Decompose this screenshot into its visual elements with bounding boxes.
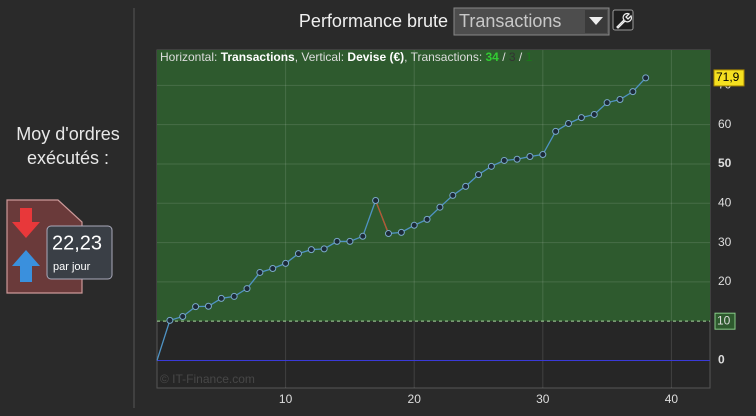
threshold-label-box: [714, 312, 736, 330]
x-tick-label: 20: [408, 392, 422, 406]
trade-marker: [397, 228, 405, 236]
orders-value: 22,23: [52, 232, 102, 254]
trade-marker: [436, 203, 444, 211]
trade-marker: [166, 316, 174, 324]
trade-marker: [565, 119, 573, 127]
threshold-label: 10: [717, 313, 731, 327]
profit-zone: [157, 50, 710, 322]
trade-marker: [269, 265, 277, 273]
x-tick-label: 30: [536, 392, 550, 406]
settings-button[interactable]: [612, 9, 634, 31]
trade-marker: [526, 153, 534, 161]
trade-marker: [282, 259, 290, 267]
y-tick-label: 40: [718, 195, 732, 209]
trade-marker: [307, 246, 315, 254]
last-value-box: [713, 69, 745, 87]
watermark: © IT-Finance.com: [160, 372, 255, 386]
trade-marker: [629, 88, 637, 96]
y-tick-label: 0: [718, 353, 725, 367]
info-h-label: Horizontal:: [160, 50, 221, 64]
trade-marker: [243, 285, 251, 293]
trade-marker: [359, 232, 367, 240]
trade-marker: [410, 221, 418, 229]
header-title: Performance brute: [299, 11, 448, 31]
orders-unit: par jour: [53, 261, 91, 273]
last-value-label: 71,9: [716, 70, 740, 84]
trade-marker: [256, 268, 264, 276]
wrench-icon: [616, 12, 633, 29]
y-tick-label: 30: [718, 235, 732, 249]
trade-marker: [346, 237, 354, 245]
y-tick-label: 60: [718, 117, 732, 131]
trade-marker: [179, 312, 187, 320]
info-sep: /: [499, 50, 509, 64]
trade-marker: [539, 151, 547, 159]
info-t-label: , Transactions:: [404, 50, 485, 64]
trade-marker: [230, 292, 238, 300]
trade-marker: [487, 162, 495, 170]
trade-marker: [204, 302, 212, 310]
trade-marker: [217, 294, 225, 302]
plot: 10203040020304050607010© IT-Finance.comH…: [156, 49, 745, 406]
sidebar-label-box: Moy d'ordres exécutés :: [16, 124, 120, 168]
trade-marker: [384, 230, 392, 238]
trade-marker: [333, 237, 341, 245]
trade-marker: [513, 155, 521, 163]
info-t-total: 34: [486, 50, 500, 64]
y-tick-label: 20: [718, 274, 732, 288]
dropdown[interactable]: [453, 7, 610, 36]
trade-marker: [642, 74, 650, 82]
loss-segment: [375, 200, 390, 234]
info-t-loss: 3: [509, 50, 516, 64]
info-v-label: , Vertical:: [295, 50, 348, 64]
trade-marker: [590, 110, 598, 118]
trade-marker: [552, 127, 560, 135]
trade-marker: [423, 215, 431, 223]
trade-marker: [192, 303, 200, 311]
trade-marker: [372, 197, 380, 205]
trade-marker: [475, 171, 483, 179]
x-tick-label: 10: [279, 392, 293, 406]
trade-marker: [616, 96, 624, 104]
x-tick-label: 40: [665, 392, 679, 406]
dropdown-arrow: [589, 17, 603, 25]
trade-marker: [462, 182, 470, 190]
trade-marker: [320, 245, 328, 253]
trade-marker: [603, 99, 611, 107]
trade-marker: [294, 250, 302, 258]
trade-marker: [500, 156, 508, 164]
info-sep: /: [516, 50, 526, 64]
info-t-even: 1: [526, 50, 533, 64]
y-tick-label: 50: [718, 156, 732, 170]
info-v-value: Devise (€): [347, 50, 404, 64]
info-h-value: Transactions: [221, 50, 295, 64]
chart-info: Horizontal: Transactions, Vertical: Devi…: [160, 50, 533, 64]
orders-icon: [6, 199, 113, 294]
sidebar-label: Moy d'ordres exécutés :: [16, 124, 120, 168]
dropdown-value[interactable]: Transactions: [459, 11, 561, 31]
trade-marker: [449, 191, 457, 199]
trade-marker: [577, 114, 585, 122]
